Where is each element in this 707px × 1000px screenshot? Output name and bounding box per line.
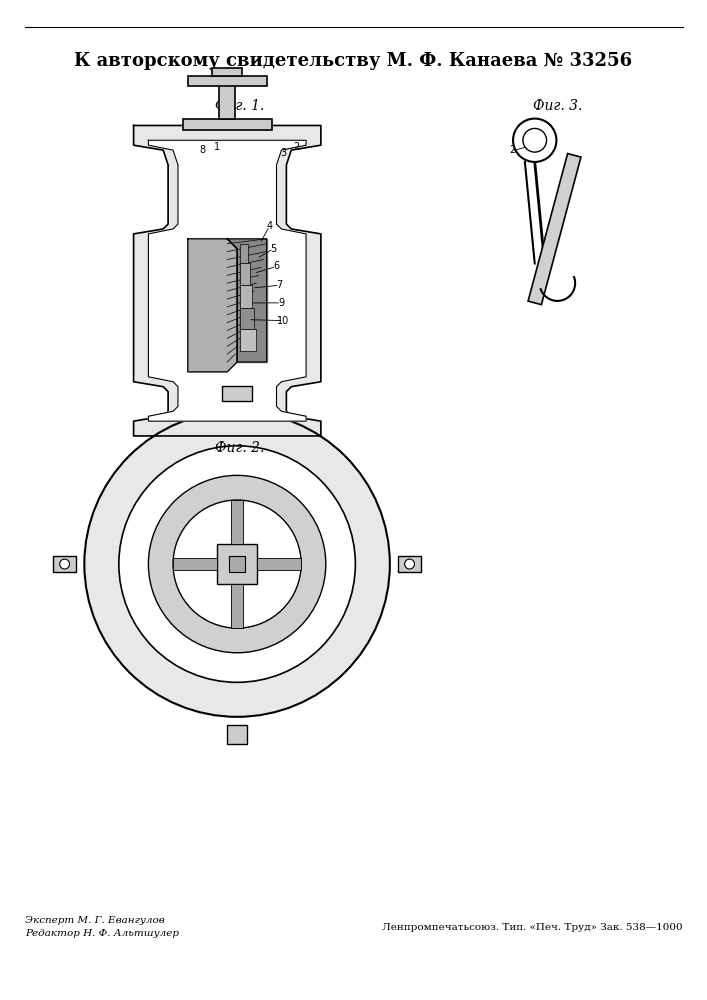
Bar <box>183 119 271 130</box>
Circle shape <box>119 446 356 682</box>
Circle shape <box>59 559 69 569</box>
Bar <box>227 725 247 744</box>
Polygon shape <box>231 500 243 544</box>
Bar <box>188 76 267 86</box>
Bar <box>240 329 256 351</box>
Text: Фиг. 3.: Фиг. 3. <box>532 99 582 113</box>
Text: К авторскому свидетельству М. Ф. Канаева № 33256: К авторскому свидетельству М. Ф. Канаева… <box>74 52 633 70</box>
Circle shape <box>523 128 547 152</box>
Text: 8: 8 <box>199 145 206 155</box>
Bar <box>53 556 76 572</box>
Text: Ленпромпечатьсоюз. Тип. «Печ. Труд» Зак. 538—1000: Ленпромпечатьсоюз. Тип. «Печ. Труд» Зак.… <box>382 923 682 932</box>
Circle shape <box>513 119 556 162</box>
Polygon shape <box>231 584 243 628</box>
Text: 7: 7 <box>276 280 283 290</box>
Text: 4: 4 <box>267 221 273 231</box>
Circle shape <box>173 500 301 628</box>
Bar <box>222 386 252 401</box>
Bar <box>229 556 245 572</box>
Text: 6: 6 <box>274 261 279 271</box>
Circle shape <box>404 559 414 569</box>
Bar <box>240 308 254 329</box>
Circle shape <box>84 411 390 717</box>
Bar <box>217 544 257 584</box>
Text: 9: 9 <box>279 298 284 308</box>
Text: Редактор Н. Ф. Альтшулер: Редактор Н. Ф. Альтшулер <box>25 929 179 938</box>
Polygon shape <box>227 239 267 362</box>
Text: 2: 2 <box>509 145 515 155</box>
Text: Фиг. 1.: Фиг. 1. <box>216 99 264 113</box>
Text: Фиг. 2.: Фиг. 2. <box>216 441 264 455</box>
Bar <box>240 244 248 263</box>
Text: 3: 3 <box>281 148 286 158</box>
Bar <box>240 285 252 308</box>
Text: 1: 1 <box>214 142 221 152</box>
Polygon shape <box>134 125 321 436</box>
Bar <box>528 154 581 305</box>
Text: 2: 2 <box>293 142 299 152</box>
Bar <box>213 68 242 76</box>
Bar <box>219 84 235 119</box>
Polygon shape <box>173 558 217 570</box>
Polygon shape <box>188 239 237 372</box>
Text: 10: 10 <box>277 316 290 326</box>
Circle shape <box>148 475 326 653</box>
Polygon shape <box>257 558 301 570</box>
Text: 5: 5 <box>271 244 276 254</box>
Bar <box>398 556 421 572</box>
Polygon shape <box>148 140 306 421</box>
Text: Эксперт М. Г. Евангулов: Эксперт М. Г. Евангулов <box>25 916 165 925</box>
Bar <box>240 263 250 285</box>
